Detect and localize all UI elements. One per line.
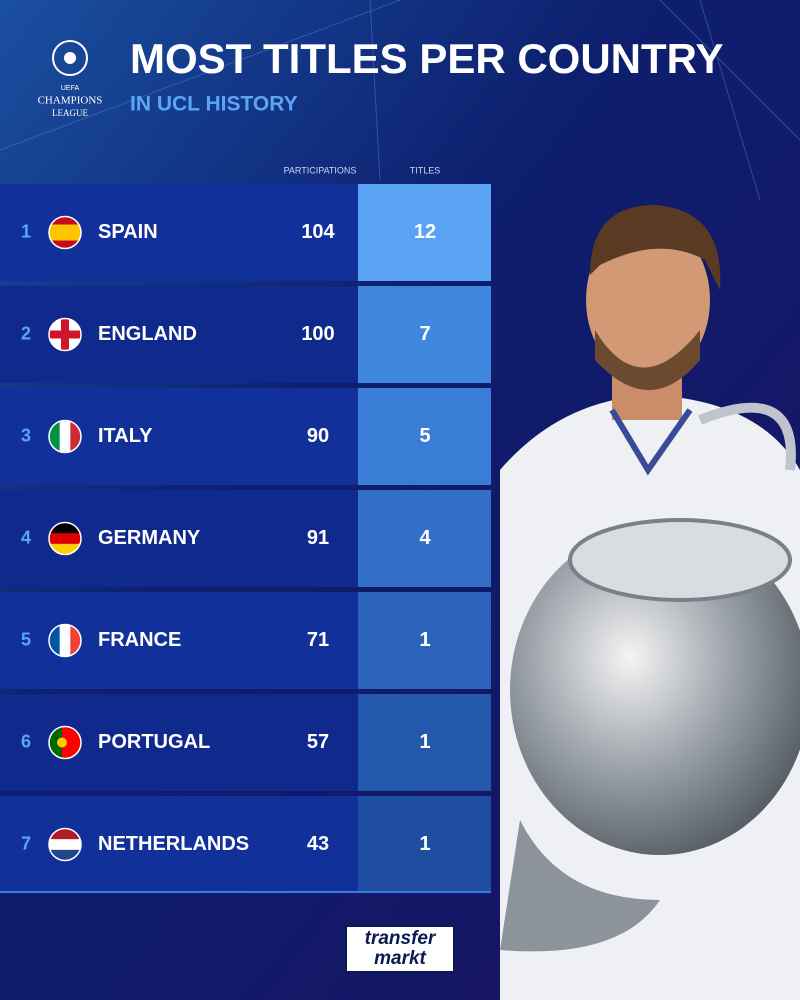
flag-border: [48, 725, 82, 760]
column-header: TITLES: [410, 165, 441, 175]
flag: [49, 318, 81, 351]
titles: 7: [419, 323, 430, 345]
flag: [49, 216, 81, 249]
rank: 7: [21, 833, 31, 853]
rank: 4: [21, 527, 31, 547]
flag-stripe: [49, 849, 81, 861]
titles-cell: [358, 184, 491, 281]
flag: [49, 624, 81, 657]
flag-stripe: [49, 216, 81, 225]
flag-stripe: [59, 420, 71, 453]
titles-cell: [358, 592, 491, 689]
rank: 1: [21, 221, 31, 241]
titles-cell: [358, 694, 491, 791]
flag: [49, 522, 81, 555]
country: NETHERLANDS: [98, 833, 249, 855]
table-row: 3 ITALY 90 5: [0, 388, 491, 485]
flag-stripe: [49, 543, 81, 555]
brand-text: markt: [374, 948, 426, 969]
flag-stripe: [49, 828, 81, 840]
titles: 1: [419, 629, 430, 651]
flag-stripe: [49, 839, 81, 851]
table-row: 4 GERMANY 91 4: [0, 490, 491, 587]
flag-border: [48, 827, 82, 862]
brand-text: transfer: [365, 928, 437, 949]
table-row: 7 NETHERLANDS 43 1: [0, 796, 491, 893]
flag-stripe: [49, 330, 81, 339]
flag-stripe: [49, 624, 61, 657]
title: MOST TITLES PER COUNTRY: [130, 35, 723, 82]
titles-cell: [358, 286, 491, 383]
participations: 90: [307, 425, 329, 447]
flag: [49, 828, 81, 861]
rank: 5: [21, 629, 31, 649]
flag-border: [48, 623, 82, 658]
column-header: PARTICIPATIONS: [284, 165, 357, 175]
participations: 71: [307, 629, 329, 651]
brand-logo: transfer markt: [345, 925, 455, 973]
participations: 100: [301, 323, 334, 345]
flag-border: [48, 317, 82, 352]
rank: 6: [21, 731, 31, 751]
table-row: 1 SPAIN 104 12: [0, 184, 491, 281]
flag-stripe: [49, 522, 81, 534]
titles: 5: [419, 425, 430, 447]
flag-stripe: [70, 420, 81, 453]
flag-stripe: [70, 624, 81, 657]
flag-stripe: [49, 726, 62, 759]
decor-lines: [0, 0, 800, 201]
country: ENGLAND: [98, 323, 197, 345]
titles-cell: [358, 490, 491, 587]
player-photo: [500, 205, 800, 1000]
flag-stripe: [49, 240, 81, 249]
titles-cell: [358, 388, 491, 485]
subtitle: IN UCL HISTORY: [130, 93, 298, 116]
flag: [49, 420, 81, 453]
country: GERMANY: [98, 527, 201, 549]
country: FRANCE: [98, 629, 181, 651]
flag: [49, 726, 81, 759]
country: ITALY: [98, 425, 153, 447]
ucl-logo: UEFA CHAMPIONS LEAGUE: [38, 40, 103, 118]
rank: 2: [21, 323, 31, 343]
logo-text: LEAGUE: [52, 108, 88, 118]
flag-border: [48, 215, 82, 250]
logo-text: UEFA: [61, 85, 80, 92]
titles: 12: [414, 221, 436, 243]
flag-stripe: [62, 726, 81, 759]
titles-cell: [358, 796, 491, 893]
table-row: 6 PORTUGAL 57 1: [0, 694, 491, 791]
flag-stripe: [49, 224, 81, 233]
table-row: 2 ENGLAND 100 7: [0, 286, 491, 383]
flag-stripe: [59, 624, 71, 657]
participations: 104: [301, 221, 335, 243]
table: 1 SPAIN 104 12 2 ENGLAND 100 7 3 ITALY 90 5 4 GERMANY…: [0, 184, 491, 893]
flag-stripe: [49, 420, 61, 453]
flag-stripe: [49, 232, 81, 241]
flag-border: [48, 419, 82, 454]
table-row: 5 FRANCE 71 1: [0, 592, 491, 689]
flag-emblem: [57, 737, 67, 748]
logo-text: CHAMPIONS: [38, 95, 103, 107]
country: PORTUGAL: [98, 731, 210, 753]
participations: 91: [307, 527, 329, 549]
flag-border: [48, 521, 82, 556]
titles: 1: [419, 731, 430, 753]
country: SPAIN: [98, 221, 158, 243]
participations: 43: [307, 833, 329, 855]
participations: 57: [307, 731, 329, 753]
flag-stripe: [49, 533, 81, 545]
rank: 3: [21, 425, 31, 445]
titles: 4: [419, 527, 431, 549]
titles: 1: [419, 833, 430, 855]
